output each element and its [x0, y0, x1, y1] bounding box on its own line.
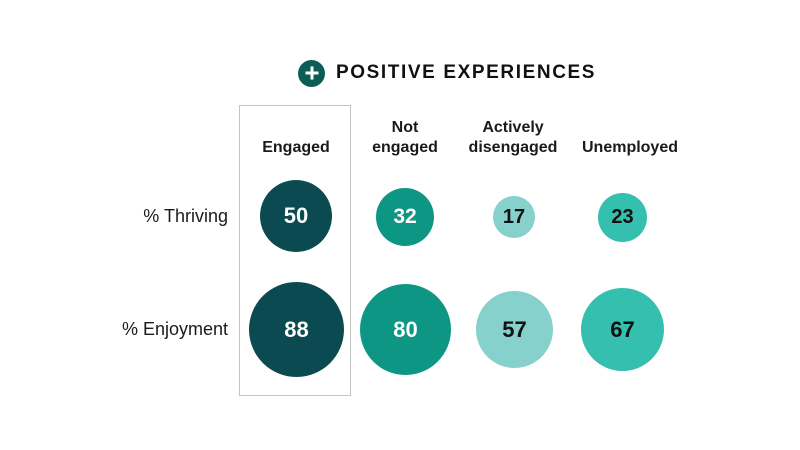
column-header-engaged: Engaged: [231, 118, 361, 158]
column-header-not-engaged: Not engaged: [340, 118, 470, 158]
bubble-thriving-unemployed: 23: [598, 193, 647, 242]
bubble-value: 32: [393, 205, 417, 228]
row-label-enjoyment: % Enjoyment: [121, 319, 228, 339]
bubble-thriving-actively-disengaged: 17: [493, 196, 535, 238]
bubble-thriving-engaged: 50: [260, 180, 332, 252]
column-header-actively-disengaged: Actively disengaged: [448, 118, 578, 158]
bubble-enjoyment-unemployed: 67: [581, 288, 664, 371]
bubble-enjoyment-engaged: 88: [249, 282, 344, 377]
column-header-line2: engaged: [372, 139, 438, 156]
bubble-enjoyment-not-engaged: 80: [360, 284, 451, 375]
chart-title-text: POSITIVE EXPERIENCES: [336, 62, 597, 83]
bubble-value: 67: [610, 316, 635, 342]
row-label-thriving: % Thriving: [143, 206, 228, 226]
column-header-line2: disengaged: [468, 139, 558, 156]
column-header-line2: Engaged: [262, 139, 330, 156]
bubble-thriving-not-engaged: 32: [376, 188, 434, 246]
bubble-value: 17: [502, 205, 526, 228]
bubble-enjoyment-actively-disengaged: 57: [476, 291, 553, 368]
bubble-value: 57: [502, 316, 527, 342]
column-header-line1: Actively: [482, 119, 544, 136]
column-header-unemployed: Unemployed: [565, 118, 695, 158]
plus-circle-icon: [298, 59, 325, 87]
column-header-line1: Not: [391, 119, 419, 136]
bubble-value: 80: [393, 316, 418, 342]
engaged-highlight-box: [239, 105, 351, 396]
column-header-line2: Unemployed: [581, 139, 678, 156]
bubble-value: 50: [283, 203, 309, 228]
chart-title: POSITIVE EXPERIENCES: [298, 58, 596, 88]
column-header-line1: [565, 118, 695, 138]
bubble-value: 23: [611, 206, 634, 228]
bubble-value: 88: [284, 316, 309, 342]
